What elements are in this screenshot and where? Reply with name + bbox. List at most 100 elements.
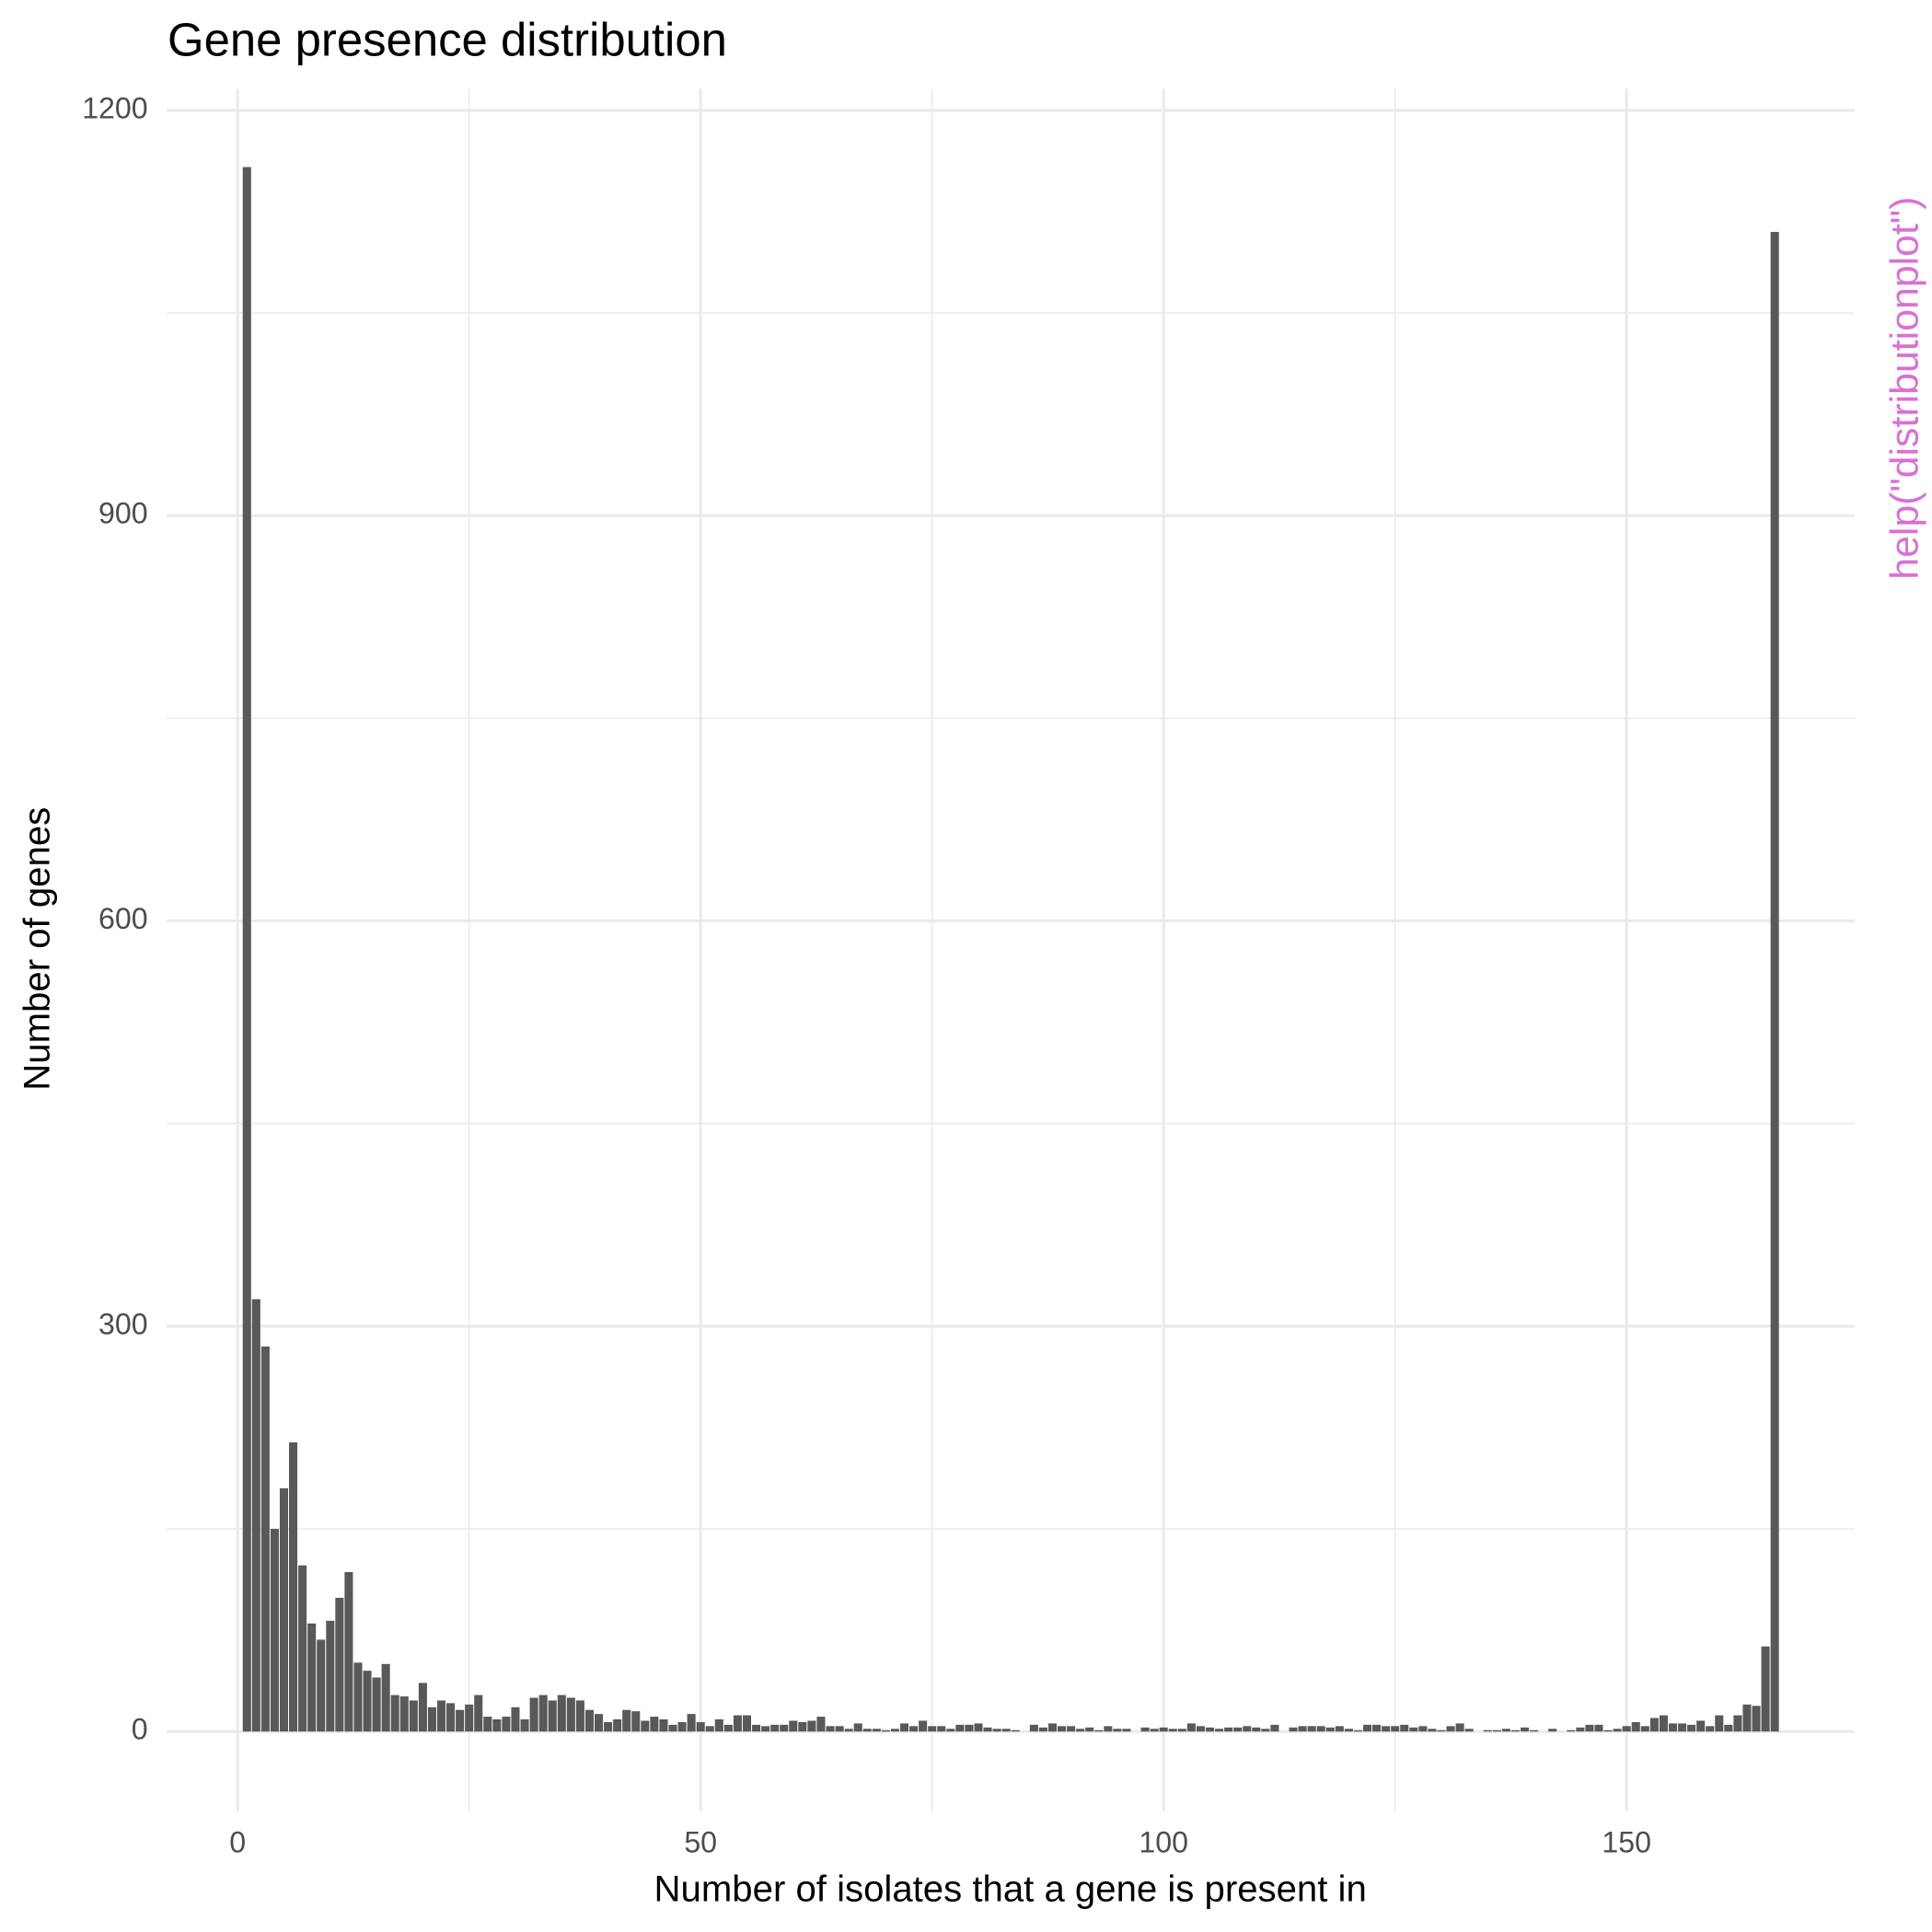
bar: [1530, 1730, 1539, 1732]
bar: [1261, 1729, 1270, 1732]
bar: [937, 1726, 946, 1732]
bars: [242, 167, 1779, 1732]
bar: [780, 1724, 789, 1732]
chart-title: Gene presence distribution: [168, 13, 727, 65]
bar: [1047, 1723, 1057, 1732]
bar: [427, 1706, 436, 1732]
bar: [1104, 1726, 1113, 1732]
bar: [1353, 1730, 1362, 1732]
bar: [483, 1717, 492, 1732]
bar: [584, 1709, 594, 1732]
bar: [381, 1663, 390, 1732]
y-tick-label: 900: [98, 497, 148, 530]
bar: [983, 1727, 992, 1732]
x-tick-label: 0: [229, 1825, 246, 1858]
bar: [1029, 1724, 1038, 1732]
bar: [631, 1711, 641, 1732]
bar: [928, 1726, 937, 1732]
bar: [1140, 1727, 1150, 1732]
bar: [1437, 1730, 1446, 1732]
bar: [965, 1724, 974, 1732]
bar: [650, 1717, 659, 1732]
bar: [1622, 1726, 1631, 1732]
bar: [317, 1639, 326, 1732]
x-tick-label: 100: [1139, 1825, 1188, 1858]
bar: [641, 1720, 650, 1732]
bar: [1715, 1715, 1724, 1732]
bar: [511, 1706, 520, 1732]
bar: [474, 1695, 483, 1732]
y-tick-label: 0: [132, 1713, 148, 1746]
bar: [1548, 1729, 1557, 1732]
bar: [919, 1720, 928, 1732]
y-tick-label: 300: [98, 1307, 148, 1340]
bar: [456, 1709, 465, 1732]
bar: [853, 1723, 862, 1732]
bar: [1067, 1726, 1076, 1732]
bar: [1409, 1727, 1418, 1732]
bar: [399, 1696, 409, 1732]
bar: [752, 1724, 761, 1732]
bar: [1696, 1720, 1706, 1732]
bar: [1298, 1726, 1307, 1732]
bar: [289, 1442, 298, 1732]
bar: [1325, 1727, 1335, 1732]
bar: [1501, 1729, 1510, 1732]
bar: [529, 1697, 538, 1732]
bar: [1057, 1726, 1067, 1732]
bar: [1344, 1729, 1353, 1732]
bar: [270, 1529, 279, 1732]
bar: [1372, 1724, 1382, 1732]
bar: [1122, 1729, 1131, 1732]
bar: [502, 1717, 511, 1732]
bar: [1770, 231, 1779, 1732]
bar: [899, 1723, 909, 1732]
y-tick-label: 600: [98, 902, 148, 935]
bar: [298, 1565, 307, 1732]
bar: [1011, 1730, 1020, 1732]
bar: [1038, 1727, 1047, 1732]
bar: [557, 1695, 566, 1732]
bar: [687, 1714, 696, 1732]
bar: [1362, 1724, 1372, 1732]
bar: [1521, 1727, 1530, 1732]
bar: [946, 1729, 955, 1732]
bar: [604, 1721, 613, 1732]
bar: [1510, 1730, 1520, 1732]
bar: [1631, 1721, 1640, 1732]
bar: [260, 1346, 270, 1732]
bar: [1177, 1729, 1186, 1732]
bar: [465, 1704, 474, 1732]
bar: [1215, 1729, 1224, 1732]
bar: [1196, 1726, 1205, 1732]
bar: [1001, 1729, 1011, 1732]
bar: [335, 1597, 344, 1732]
bar: [1186, 1723, 1196, 1732]
bar: [1289, 1727, 1298, 1732]
bar: [622, 1709, 631, 1732]
bar: [677, 1721, 687, 1732]
bar: [1668, 1723, 1678, 1732]
bar: [436, 1700, 446, 1732]
bar: [761, 1726, 770, 1732]
bar: [696, 1721, 705, 1732]
bar: [409, 1700, 418, 1732]
bar: [575, 1700, 584, 1732]
bar: [890, 1729, 899, 1732]
bar: [1455, 1723, 1464, 1732]
bar: [1492, 1730, 1501, 1732]
bar: [659, 1719, 668, 1732]
bar: [705, 1726, 714, 1732]
bar: [492, 1719, 502, 1732]
bar: [446, 1703, 456, 1732]
bar: [1205, 1727, 1215, 1732]
bar: [714, 1719, 723, 1732]
bar: [955, 1724, 965, 1732]
bar: [390, 1695, 399, 1732]
x-tick-label: 50: [684, 1825, 717, 1858]
bar: [1076, 1729, 1085, 1732]
bar: [1687, 1724, 1696, 1732]
bar: [1733, 1715, 1742, 1732]
bar: [909, 1726, 919, 1732]
bar: [1418, 1726, 1428, 1732]
